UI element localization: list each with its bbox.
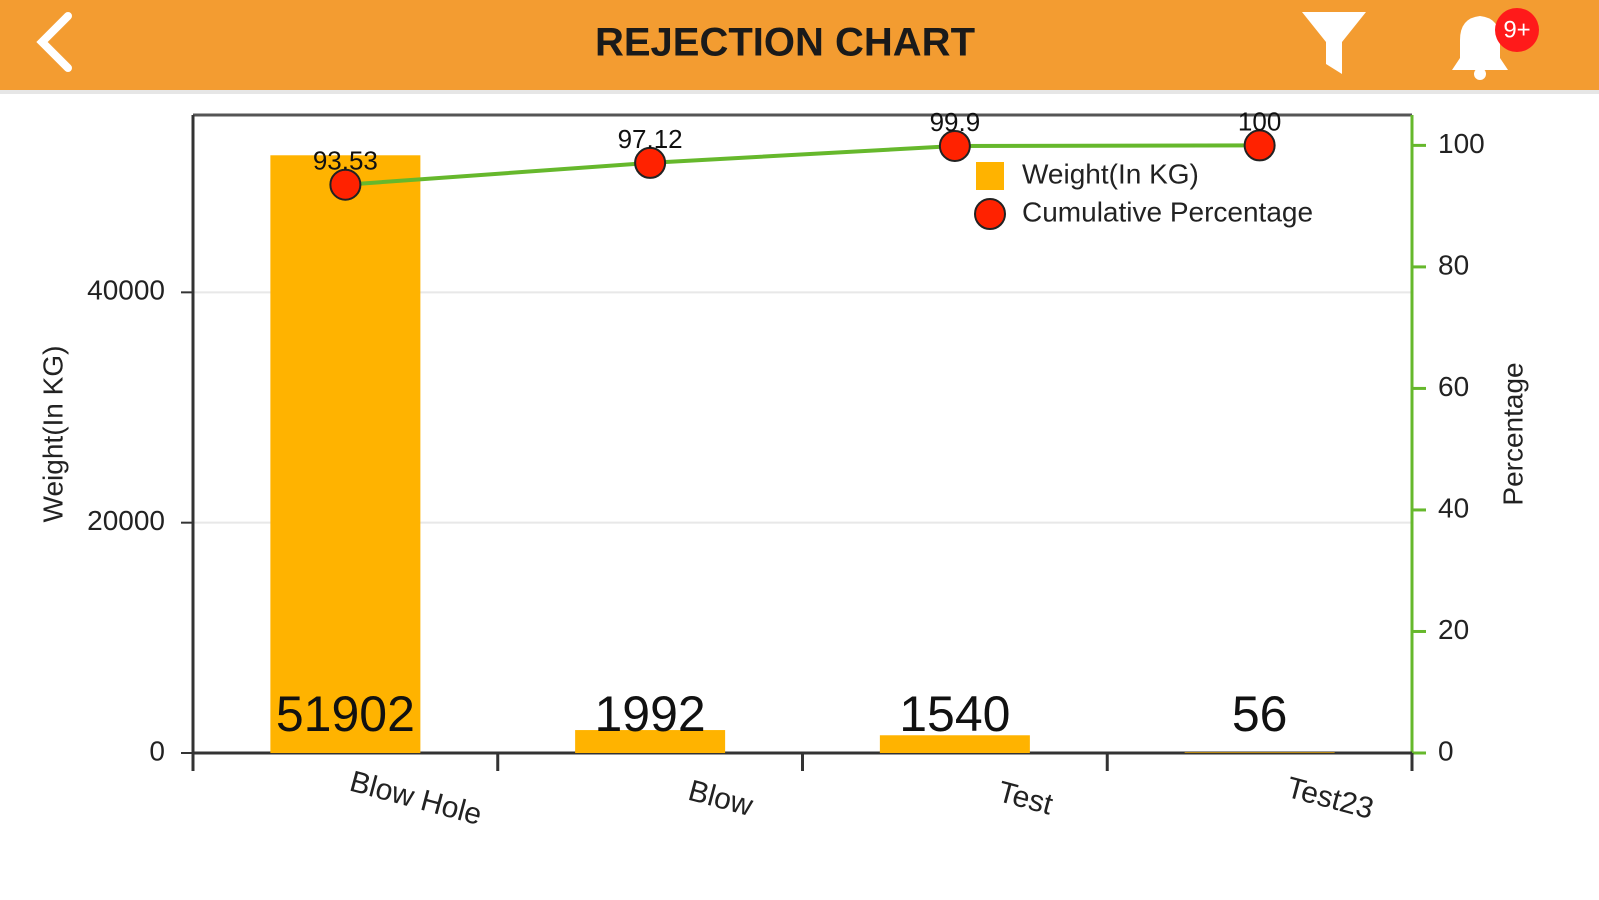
bar-value-label: 1992 (595, 686, 706, 742)
legend-label: Weight(In KG) (1022, 158, 1199, 189)
bar (879, 735, 1030, 753)
point (938, 129, 971, 162)
y2-tick-label: 80 (1438, 249, 1469, 280)
back-icon (36, 12, 72, 72)
x-tick-label: Test23 (1283, 771, 1377, 826)
legend-label: Cumulative Percentage (1022, 196, 1313, 227)
x-tick-label: Blow Hole (346, 765, 485, 832)
point (1243, 129, 1276, 162)
y2-tick-label: 100 (1438, 128, 1485, 159)
y-axis-title: Weight(In KG) (37, 346, 68, 523)
bar-value-label: 56 (1232, 686, 1288, 742)
filter-icon (1302, 12, 1366, 74)
y-tick-label: 40000 (87, 275, 165, 306)
badge (1495, 8, 1539, 52)
legend-swatch (974, 198, 1006, 230)
line (345, 143, 1260, 187)
chart: 0 20000 40000 0 20 40 60 80 100 Weight(In KG) Perc… (37, 106, 1528, 832)
y-tick-label: 0 (149, 735, 165, 766)
bar (270, 155, 421, 754)
y2-tick-label: 60 (1438, 371, 1469, 402)
bell-icon (1452, 16, 1508, 70)
point-value-label: 97.12 (618, 124, 683, 154)
notification-button[interactable]: 9+ (1452, 8, 1539, 80)
point-value-label: 100 (1238, 106, 1281, 136)
app-title: REJECTION CHART (595, 21, 975, 65)
point (634, 146, 667, 179)
bell-clapper (1474, 68, 1486, 80)
app-bar-shadow (0, 90, 1599, 94)
y2-tick-label: 20 (1438, 614, 1469, 645)
bar-value-label: 1540 (899, 686, 1010, 742)
point (329, 168, 362, 201)
bar (1184, 752, 1335, 753)
filter-button[interactable] (1302, 12, 1366, 74)
point-value-label: 99.9 (930, 107, 981, 137)
bar-value-label: 51902 (276, 686, 415, 742)
y2-tick-label: 40 (1438, 492, 1469, 523)
badge-text: 9+ (1503, 16, 1530, 43)
point-value-label: 93.53 (313, 146, 378, 176)
bar (575, 730, 726, 753)
y2-tick-label: 0 (1438, 735, 1454, 766)
x-tick-label: Test (994, 775, 1056, 821)
y-tick-label: 20000 (87, 505, 165, 536)
legend-swatch (976, 162, 1004, 190)
y2-axis-title: Percentage (1497, 362, 1528, 505)
x-tick-label: Blow (685, 774, 757, 823)
back-button[interactable] (36, 12, 72, 72)
